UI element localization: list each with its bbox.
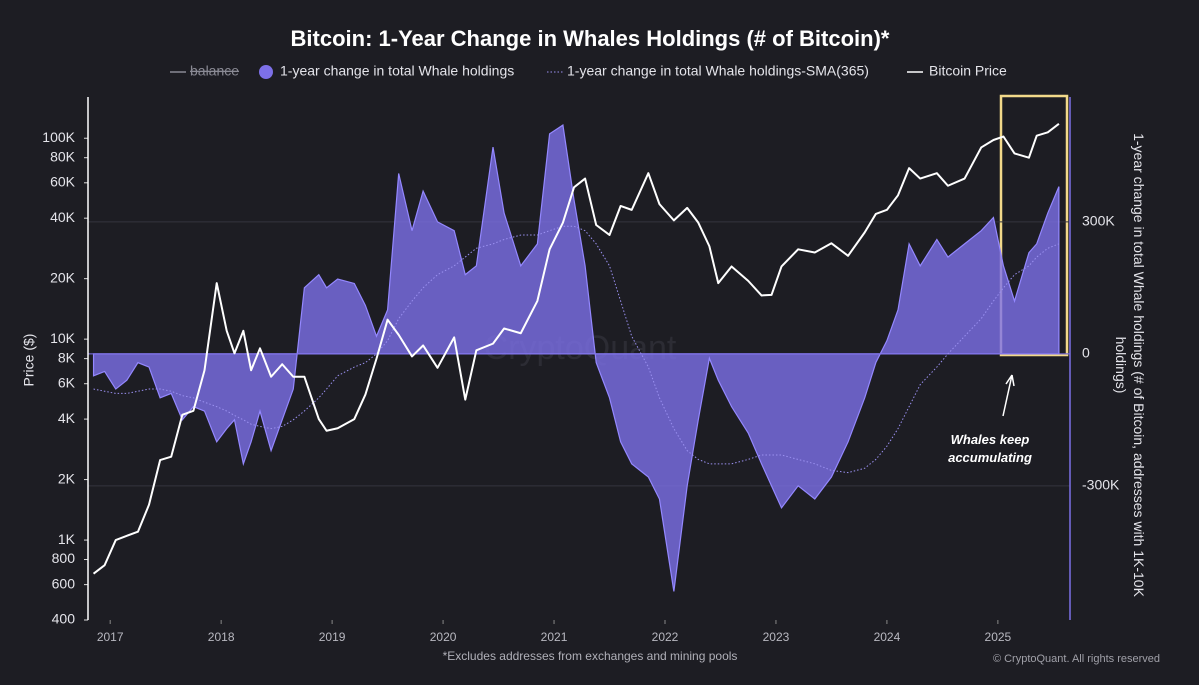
y-tick-label: 20K	[50, 269, 76, 285]
y-tick-label: 60K	[50, 174, 76, 190]
y2-tick-label: -300K	[1082, 477, 1120, 493]
y-tick-label: 1K	[58, 531, 76, 547]
y-tick-label: 6K	[58, 374, 76, 390]
legend-label[interactable]: Bitcoin Price	[929, 63, 1007, 79]
y-tick-label: 800	[52, 550, 76, 566]
x-tick-label: 2022	[652, 630, 679, 644]
highlight-box	[999, 94, 1069, 357]
x-tick-label: 2025	[985, 630, 1012, 644]
annotation-arrow	[1002, 374, 1013, 417]
annotation: Whales keep accumulating	[948, 432, 1032, 465]
y-tick-label: 4K	[58, 410, 76, 426]
y-tick-label: 40K	[50, 209, 76, 225]
copyright: © CryptoQuant. All rights reserved	[993, 653, 1160, 665]
price-line	[92, 123, 1060, 575]
y-tick-label: 80K	[50, 148, 76, 164]
legend-label[interactable]: 1-year change in total Whale holdings-SM…	[567, 63, 869, 79]
y2-axis-label: 1-year change in total Whale holdings (#…	[1113, 133, 1147, 597]
legend: balance 1-year change in total Whale hold…	[170, 63, 1007, 79]
x-tick-label: 2018	[208, 630, 235, 644]
y-tick-label: 100K	[42, 129, 75, 145]
x-tick-label: 2021	[541, 630, 568, 644]
legend-label[interactable]: 1-year change in total Whale holdings	[280, 63, 514, 79]
footnote: *Excludes addresses from exchanges and m…	[443, 649, 738, 663]
whale-area	[92, 124, 1060, 592]
x-tick-label: 2019	[319, 630, 346, 644]
legend-label[interactable]: balance	[190, 63, 239, 79]
y-tick-label: 2K	[58, 470, 76, 486]
y-tick-label: 10K	[50, 330, 76, 346]
y-axis-label: Price ($)	[21, 334, 37, 387]
y2-tick-label: 0	[1082, 345, 1090, 361]
chart-title: Bitcoin: 1-Year Change in Whales Holding…	[291, 26, 890, 51]
arrow-head	[1005, 374, 1015, 387]
sma-line	[93, 225, 1060, 474]
x-tick-label: 2023	[763, 630, 790, 644]
x-tick-label: 2020	[430, 630, 457, 644]
x-tick-label: 2017	[97, 630, 124, 644]
y-tick-label: 8K	[58, 349, 76, 365]
y-tick-label: 600	[52, 575, 76, 591]
x-tick-label: 2024	[874, 630, 901, 644]
legend-swatch	[259, 65, 273, 79]
y-tick-label: 400	[52, 611, 76, 627]
y2-tick-label: 300K	[1082, 213, 1115, 229]
